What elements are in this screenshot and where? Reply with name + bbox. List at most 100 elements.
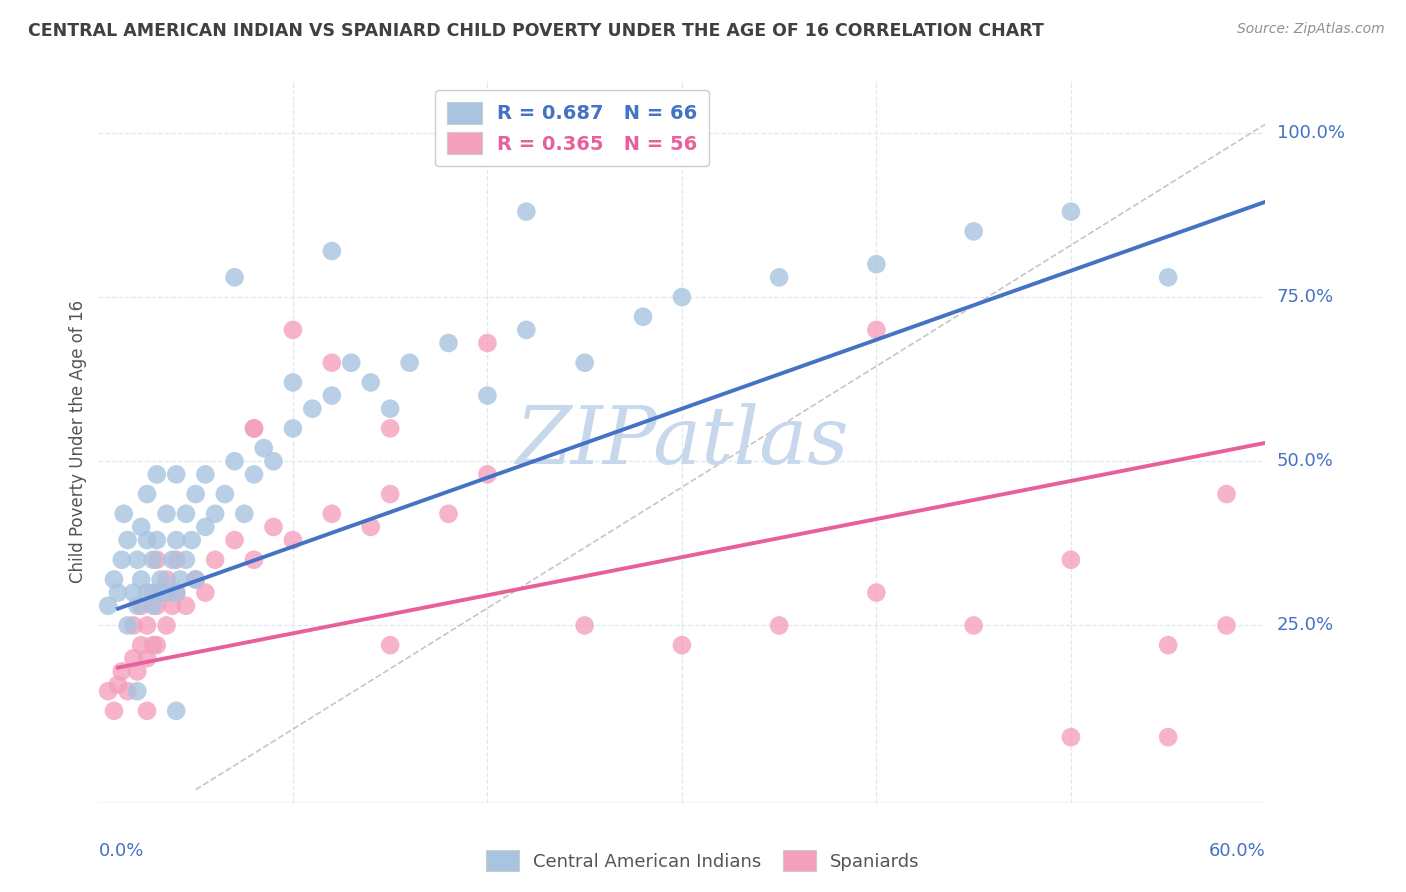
Point	[149, 573, 172, 587]
Point	[107, 677, 129, 691]
Point	[574, 356, 596, 370]
Point	[146, 638, 169, 652]
Point	[165, 585, 187, 599]
Point	[162, 553, 184, 567]
Point	[1060, 204, 1083, 219]
Point	[165, 585, 187, 599]
Point	[437, 336, 460, 351]
Point	[671, 290, 693, 304]
Text: 25.0%: 25.0%	[1277, 616, 1334, 634]
Point	[477, 388, 499, 402]
Point	[155, 507, 177, 521]
Point	[1215, 487, 1237, 501]
Point	[477, 336, 499, 351]
Point	[127, 553, 149, 567]
Point	[1060, 730, 1083, 744]
Point	[380, 487, 402, 501]
Point	[281, 323, 304, 337]
Point	[194, 585, 217, 599]
Point	[136, 585, 159, 599]
Point	[865, 323, 887, 337]
Point	[224, 454, 246, 468]
Point	[340, 356, 363, 370]
Text: 60.0%: 60.0%	[1209, 842, 1265, 860]
Point	[146, 467, 169, 482]
Point	[262, 454, 284, 468]
Point	[180, 533, 202, 547]
Point	[962, 618, 984, 632]
Point	[129, 599, 152, 613]
Point	[204, 553, 226, 567]
Point	[129, 520, 152, 534]
Point	[360, 520, 382, 534]
Point	[360, 376, 382, 390]
Point	[111, 665, 134, 679]
Point	[321, 244, 343, 258]
Point	[243, 421, 266, 435]
Point	[194, 467, 217, 482]
Point	[768, 618, 790, 632]
Point	[146, 585, 169, 599]
Point	[97, 684, 120, 698]
Point	[97, 599, 120, 613]
Point	[768, 270, 790, 285]
Point	[122, 651, 145, 665]
Point	[155, 585, 177, 599]
Point	[321, 507, 343, 521]
Point	[117, 618, 139, 632]
Point	[224, 533, 246, 547]
Point	[253, 441, 276, 455]
Point	[174, 553, 197, 567]
Point	[117, 684, 139, 698]
Point	[437, 507, 460, 521]
Point	[136, 651, 159, 665]
Point	[214, 487, 236, 501]
Point	[184, 573, 207, 587]
Point	[1157, 730, 1180, 744]
Point	[865, 585, 887, 599]
Point	[165, 553, 187, 567]
Point	[165, 467, 187, 482]
Point	[515, 204, 537, 219]
Point	[243, 467, 266, 482]
Point	[1060, 553, 1083, 567]
Point	[136, 487, 159, 501]
Point	[281, 421, 304, 435]
Point	[146, 599, 169, 613]
Point	[194, 520, 217, 534]
Point	[281, 533, 304, 547]
Point	[146, 553, 169, 567]
Point	[321, 388, 343, 402]
Point	[865, 257, 887, 271]
Point	[169, 573, 191, 587]
Y-axis label: Child Poverty Under the Age of 16: Child Poverty Under the Age of 16	[69, 300, 87, 583]
Point	[281, 376, 304, 390]
Point	[142, 599, 165, 613]
Point	[136, 618, 159, 632]
Legend: Central American Indians, Spaniards: Central American Indians, Spaniards	[479, 843, 927, 879]
Point	[165, 533, 187, 547]
Point	[224, 270, 246, 285]
Point	[631, 310, 654, 324]
Point	[301, 401, 323, 416]
Point	[142, 638, 165, 652]
Point	[321, 356, 343, 370]
Point	[184, 573, 207, 587]
Point	[122, 618, 145, 632]
Text: 0.0%: 0.0%	[98, 842, 143, 860]
Point	[671, 638, 693, 652]
Point	[136, 704, 159, 718]
Point	[243, 421, 266, 435]
Point	[103, 704, 125, 718]
Point	[136, 533, 159, 547]
Point	[142, 553, 165, 567]
Point	[142, 585, 165, 599]
Point	[149, 585, 172, 599]
Point	[380, 638, 402, 652]
Point	[262, 520, 284, 534]
Point	[103, 573, 125, 587]
Point	[1157, 270, 1180, 285]
Point	[129, 638, 152, 652]
Point	[380, 401, 402, 416]
Point	[243, 553, 266, 567]
